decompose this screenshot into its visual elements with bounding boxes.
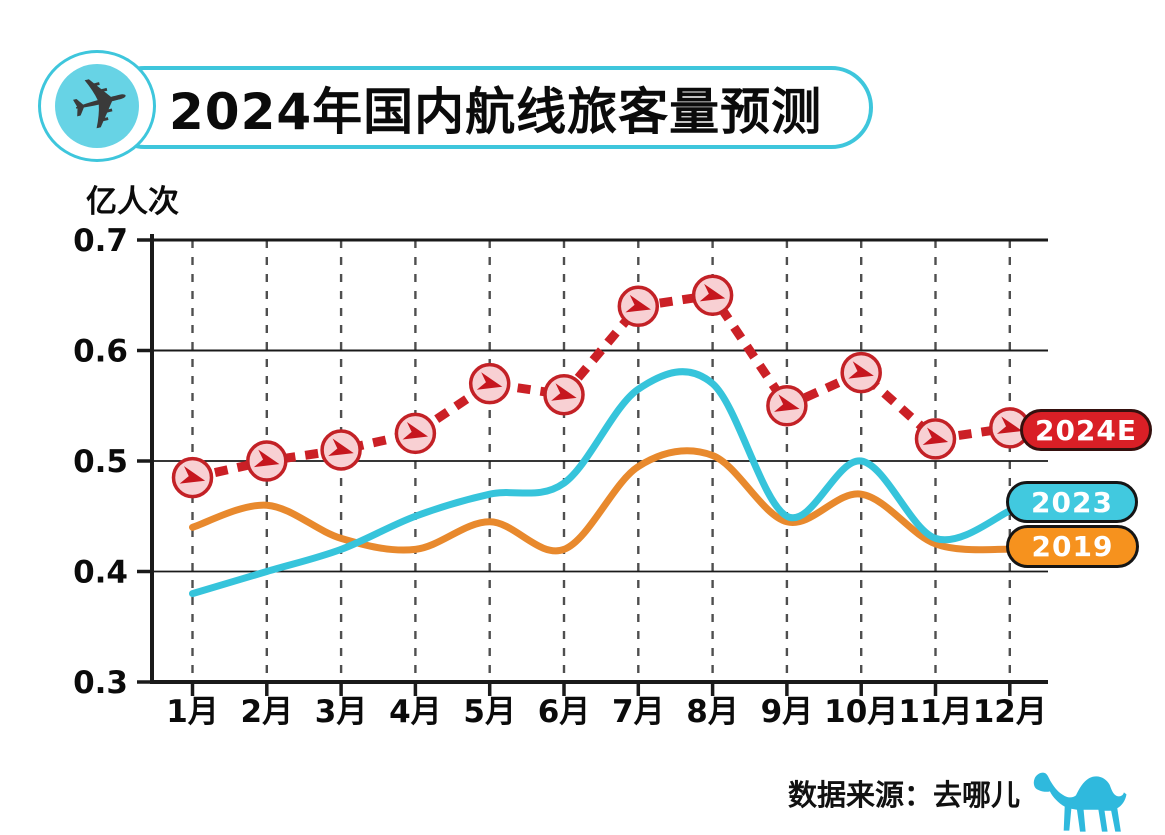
data-source-row: 数据来源：去哪儿 bbox=[788, 764, 1128, 834]
y-axis-unit-label: 亿人次 bbox=[86, 184, 179, 220]
month-label: 11月 bbox=[898, 694, 972, 730]
month-label: 10月 bbox=[824, 694, 898, 730]
month-label: 9月 bbox=[761, 694, 814, 730]
paper-plane-icon bbox=[922, 427, 949, 445]
legend-2023-label: 2023 bbox=[1031, 485, 1113, 519]
plane-marker bbox=[543, 373, 585, 416]
plane-marker bbox=[394, 412, 437, 455]
month-label: 4月 bbox=[389, 694, 442, 730]
month-label: 2月 bbox=[241, 694, 294, 730]
title-logo-circle: ✈ bbox=[38, 50, 156, 162]
plane-marker bbox=[617, 285, 660, 328]
y-tick-label: 0.7 bbox=[73, 223, 128, 259]
legend-2019-label: 2019 bbox=[1031, 530, 1114, 563]
month-label: 7月 bbox=[612, 694, 665, 730]
legend-2024e-label: 2024E bbox=[1034, 413, 1138, 447]
airplane-icon: ✈ bbox=[60, 55, 140, 152]
plane-marker bbox=[691, 274, 734, 316]
y-tick-label: 0.4 bbox=[73, 555, 128, 591]
plane-marker bbox=[468, 362, 511, 405]
y-tick-label: 0.3 bbox=[73, 665, 128, 701]
month-label: 6月 bbox=[538, 694, 591, 730]
plane-marker bbox=[246, 440, 288, 482]
plane-marker bbox=[766, 385, 808, 427]
plane-marker bbox=[320, 429, 362, 471]
legend-2024e: 2024E bbox=[1020, 409, 1152, 451]
month-label: 8月 bbox=[686, 694, 739, 730]
paper-plane-icon bbox=[476, 372, 503, 390]
month-label: 3月 bbox=[315, 694, 368, 730]
paper-plane-icon bbox=[996, 416, 1023, 434]
y-tick-label: 0.6 bbox=[73, 334, 128, 370]
month-label: 12月 bbox=[973, 694, 1047, 730]
paper-plane-icon bbox=[699, 283, 726, 302]
title-logo-inner-circle: ✈ bbox=[55, 55, 140, 152]
camel-icon bbox=[1033, 772, 1127, 832]
plane-marker bbox=[914, 418, 957, 460]
paper-plane-icon bbox=[848, 361, 874, 379]
paper-plane-icon bbox=[774, 394, 800, 412]
series-2019-line bbox=[189, 447, 1023, 555]
series-2023-line bbox=[189, 368, 1024, 598]
month-label: 5月 bbox=[463, 694, 516, 730]
paper-plane-icon bbox=[551, 383, 577, 401]
title-pill: 2024年国内航线旅客量预测 bbox=[103, 66, 873, 149]
y-tick-label: 0.5 bbox=[73, 444, 128, 480]
month-label: 1月 bbox=[166, 694, 219, 730]
series-2024e-line bbox=[191, 290, 1035, 482]
plane-marker bbox=[171, 456, 214, 499]
legend-2023: 2023 bbox=[1006, 481, 1138, 523]
legend-2019: 2019 bbox=[1006, 525, 1139, 568]
plane-marker bbox=[840, 351, 882, 394]
paper-plane-icon bbox=[625, 294, 651, 313]
paper-plane-icon bbox=[402, 421, 429, 440]
page-title: 2024年国内航线旅客量预测 bbox=[169, 82, 823, 141]
data-source-text: 数据来源：去哪儿 bbox=[788, 778, 1021, 812]
paper-plane-icon bbox=[179, 466, 206, 484]
paper-plane-icon bbox=[253, 449, 280, 468]
paper-plane-icon bbox=[328, 438, 354, 457]
